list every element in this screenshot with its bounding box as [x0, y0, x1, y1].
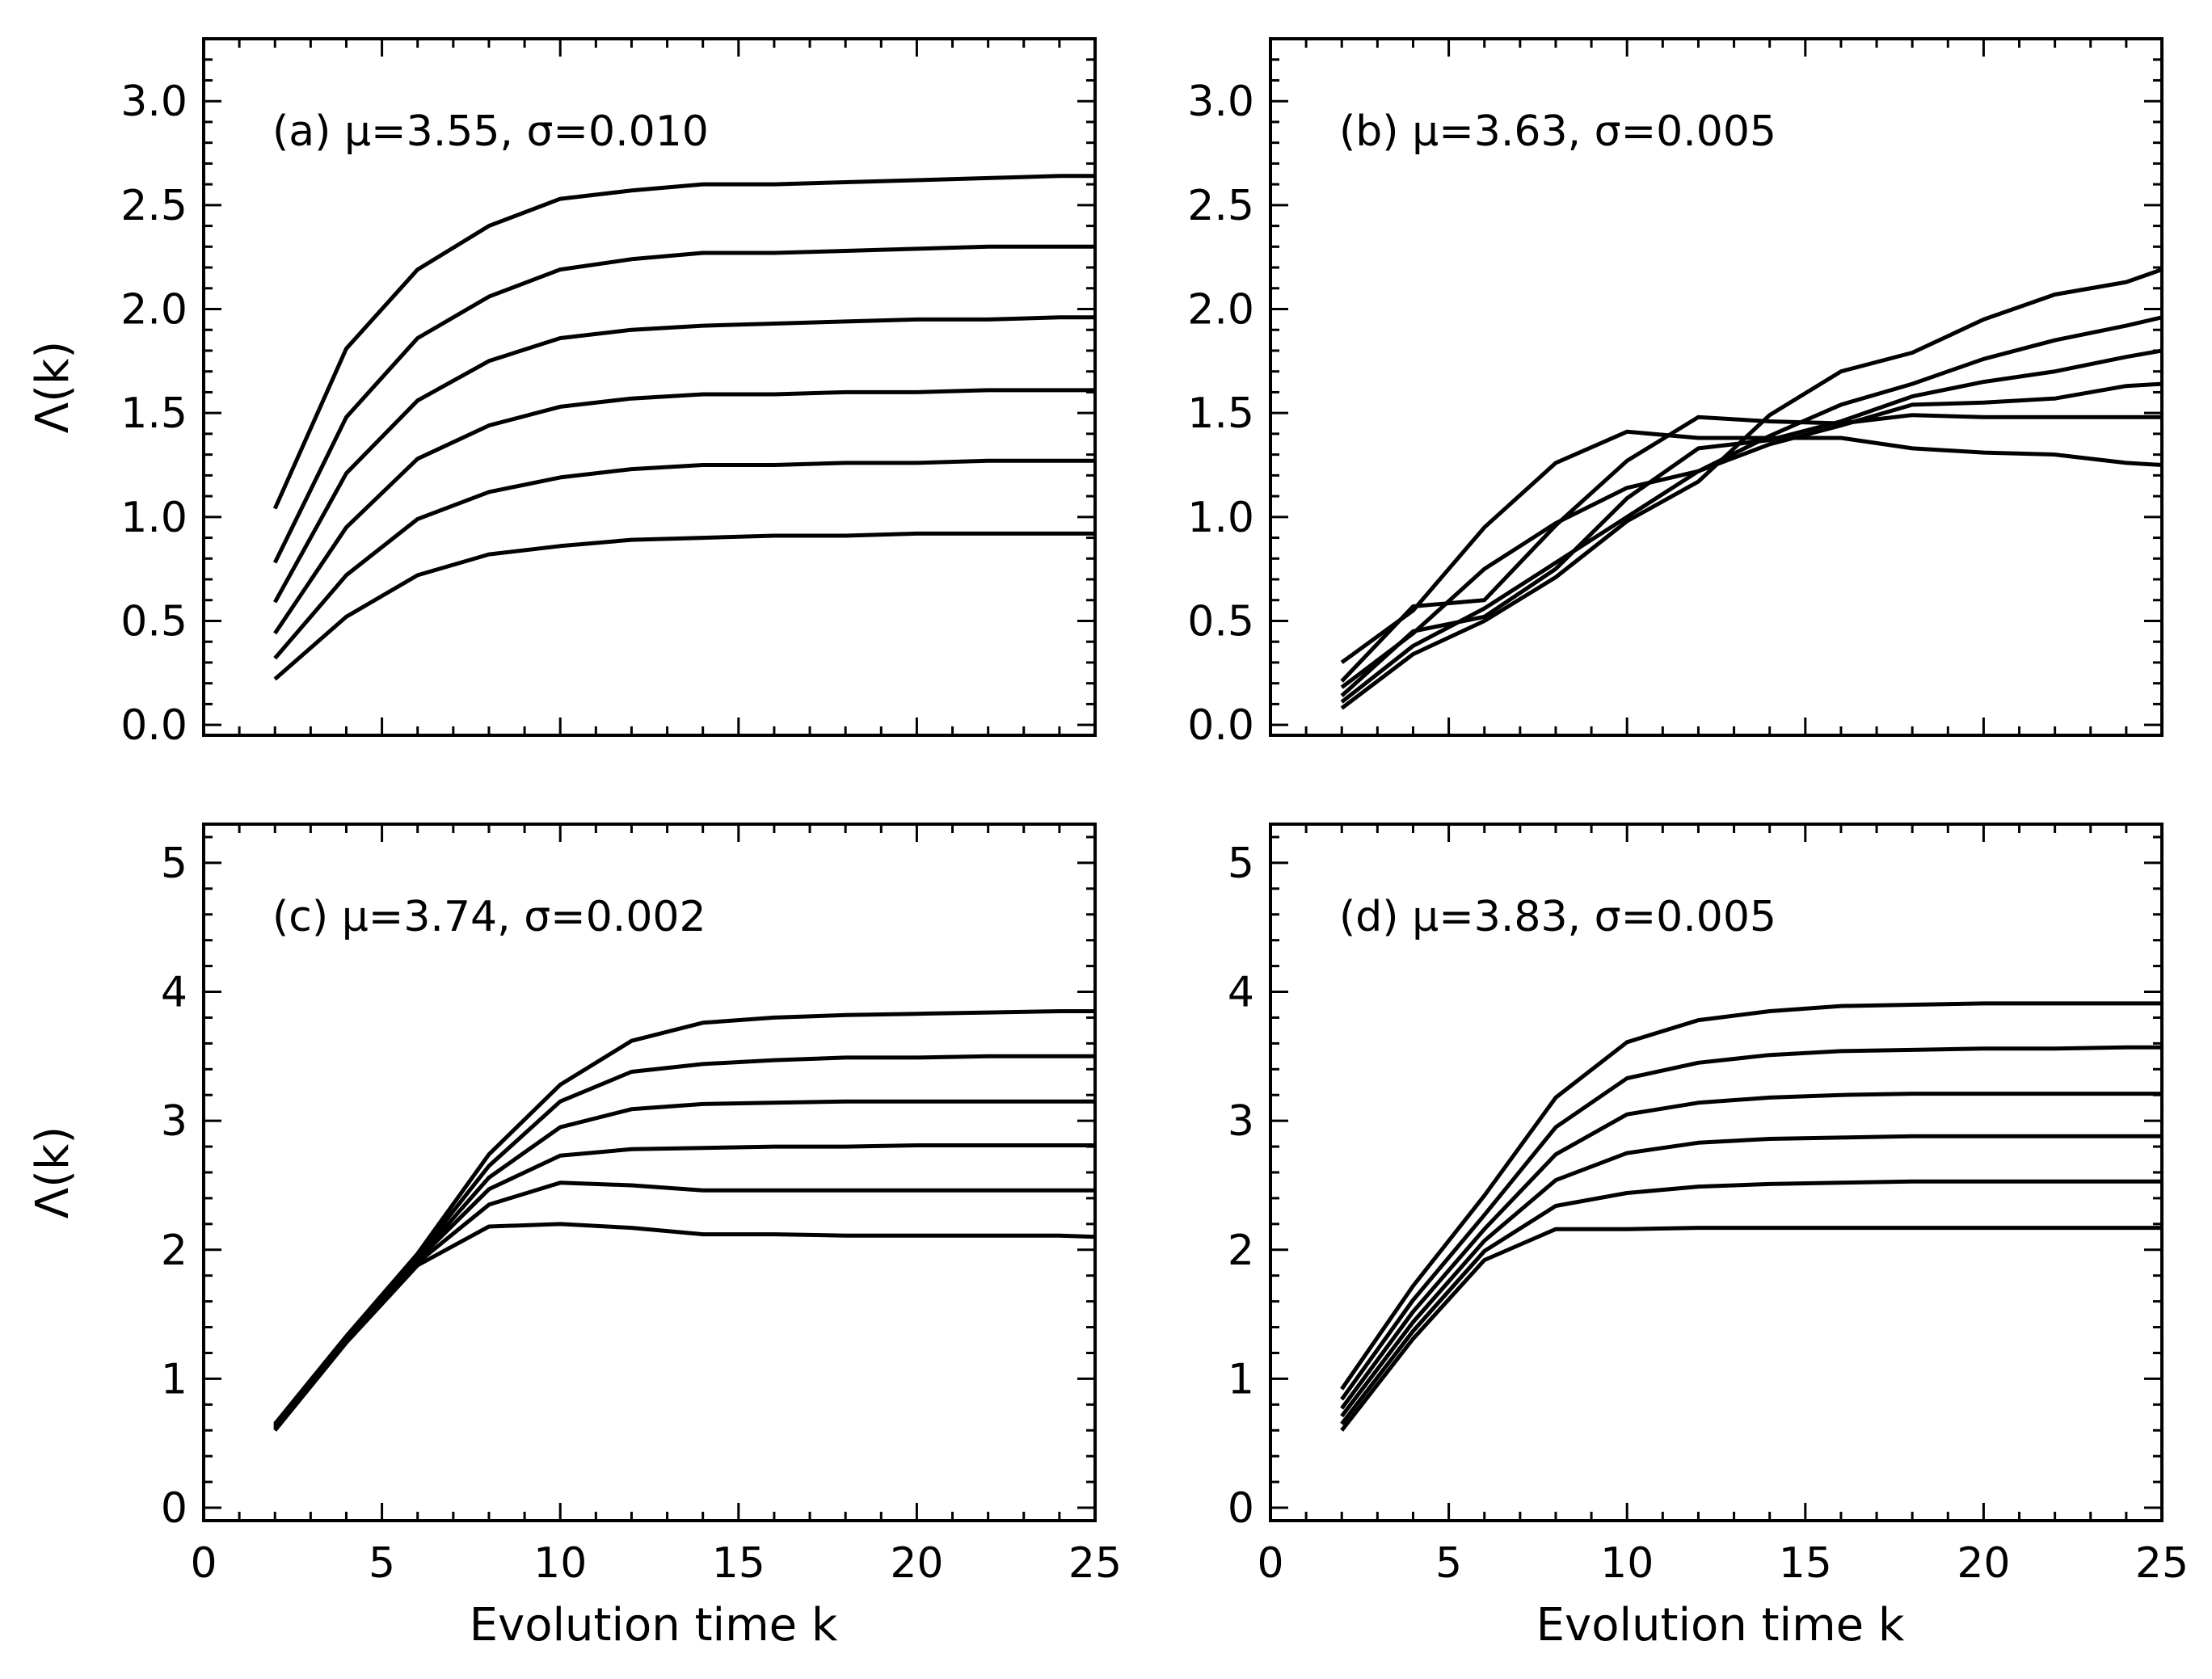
panel-a-annotation: (a) μ=3.55, σ=0.010 [272, 107, 709, 156]
panel-c: 0 1 2 3 4 5 0 5 10 15 20 25 Λ(k) Evolution time k (c) … [27, 823, 1122, 1652]
panel-d-series-4-line [1340, 1092, 2162, 1410]
panel-b-annotation: (b) μ=3.63, σ=0.005 [1339, 107, 1776, 156]
panel-b-series-3-line [1340, 381, 2163, 689]
panel-d-x-tick-label: 5 [1435, 1539, 1462, 1588]
panel-c-annotation: (c) μ=3.74, σ=0.002 [272, 893, 706, 941]
panel-c-y-tick-label: 4 [161, 969, 187, 1017]
panel-d-x-tick-label: 0 [1257, 1539, 1283, 1588]
panel-b-series-2-line [1340, 413, 2162, 683]
panel-d-x-tick-label: 20 [1957, 1539, 2010, 1588]
panel-d-x-tick-label: 10 [1600, 1539, 1654, 1588]
panel-c-x-tick-label: 20 [890, 1539, 943, 1588]
panel-c-y-tick-label: 5 [161, 840, 187, 888]
panel-c-y-tick-label: 2 [161, 1227, 187, 1275]
panel-a-y-tick-label: 2.5 [120, 182, 187, 230]
panel-d-series-5-line [1340, 1045, 2162, 1401]
panel-a-series-6-line [272, 174, 1095, 510]
panel-a: 0.0 0.5 1.0 1.5 2.0 2.5 3.0 Λ(k) (a) μ=3.55, σ=0… [27, 37, 1097, 750]
panel-c-y-tick-label: 3 [161, 1097, 187, 1146]
panel-d-y-tick-label: 5 [1228, 840, 1254, 888]
panel-d-x-tick-label: 15 [1779, 1539, 1832, 1588]
panel-a-series-3-line [273, 388, 1095, 635]
panel-a-y-tick-label: 0.5 [120, 597, 187, 646]
panel-b-y-tick-label: 0.0 [1187, 701, 1254, 750]
panel-a-series-2-line [273, 458, 1095, 660]
panel-b-y-tick-label: 1.5 [1187, 389, 1254, 438]
panel-b-y-tick-label: 2.5 [1187, 182, 1254, 230]
panel-b: 0.0 0.5 1.0 1.5 2.0 2.5 3.0 (b) μ=3.63, σ=0.005 [1187, 37, 2164, 750]
panel-c-x-tick-label: 5 [369, 1539, 395, 1588]
panel-a-y-tick-label: 0.0 [120, 701, 187, 750]
panel-c-x-tick-label: 15 [712, 1539, 765, 1588]
panel-b-frame [1269, 37, 2164, 737]
panel-b-y-tick-label: 3.0 [1187, 78, 1254, 126]
panel-b-series-5-line [1340, 315, 2163, 704]
panel-b-series-6-line [1340, 267, 2163, 710]
panel-a-y-tick-label: 3.0 [120, 78, 187, 126]
panel-d-series-3-line [1340, 1134, 2162, 1418]
panel-c-y-tick-label: 0 [161, 1484, 187, 1533]
panel-b-y-tick-label: 1.0 [1187, 494, 1254, 542]
panel-d-y-tick-label: 2 [1228, 1227, 1254, 1275]
panel-c-x-tick-label: 10 [533, 1539, 587, 1588]
panel-c-x-tick-label: 25 [1068, 1539, 1122, 1588]
panel-d-x-tick-label: 25 [2135, 1539, 2189, 1588]
panel-c-series-6-line [273, 1009, 1095, 1425]
panel-d-series-6-line [1340, 1001, 2162, 1391]
panel-a-y-axis-title: Λ(k) [27, 341, 79, 433]
panel-c-y-axis-title: Λ(k) [27, 1126, 79, 1218]
panel-a-y-tick-label: 1.0 [120, 494, 187, 542]
panel-d-y-tick-label: 1 [1228, 1355, 1254, 1403]
panel-d-x-axis-title: Evolution time k [1536, 1599, 1905, 1652]
panel-c-x-tick-label: 0 [190, 1539, 217, 1588]
panel-a-frame [202, 37, 1097, 737]
panel-c-x-axis-title: Evolution time k [470, 1599, 838, 1652]
panel-d: 0 1 2 3 4 5 0 5 10 15 20 25 Evolution time k (d) μ=3.… [1228, 823, 2189, 1652]
panel-d-y-tick-label: 0 [1228, 1484, 1254, 1533]
panel-d-y-tick-label: 3 [1228, 1097, 1254, 1146]
panel-c-y-tick-label: 1 [161, 1355, 187, 1403]
panel-b-series-4-line [1340, 348, 2163, 697]
panel-d-y-tick-label: 4 [1228, 969, 1254, 1017]
panel-a-series-1-line [273, 531, 1095, 681]
panel-a-y-tick-label: 1.5 [120, 389, 187, 438]
panel-d-series-2-line [1340, 1179, 2162, 1425]
panel-a-series-5-line [272, 244, 1095, 564]
panel-b-y-tick-label: 0.5 [1187, 597, 1254, 646]
panel-d-annotation: (d) μ=3.83, σ=0.005 [1339, 893, 1776, 941]
panel-a-y-tick-label: 2.0 [120, 286, 187, 335]
panel-d-series-1-line [1340, 1226, 2162, 1432]
panel-a-series-4-line [273, 315, 1095, 604]
panel-b-y-tick-label: 2.0 [1187, 286, 1254, 335]
